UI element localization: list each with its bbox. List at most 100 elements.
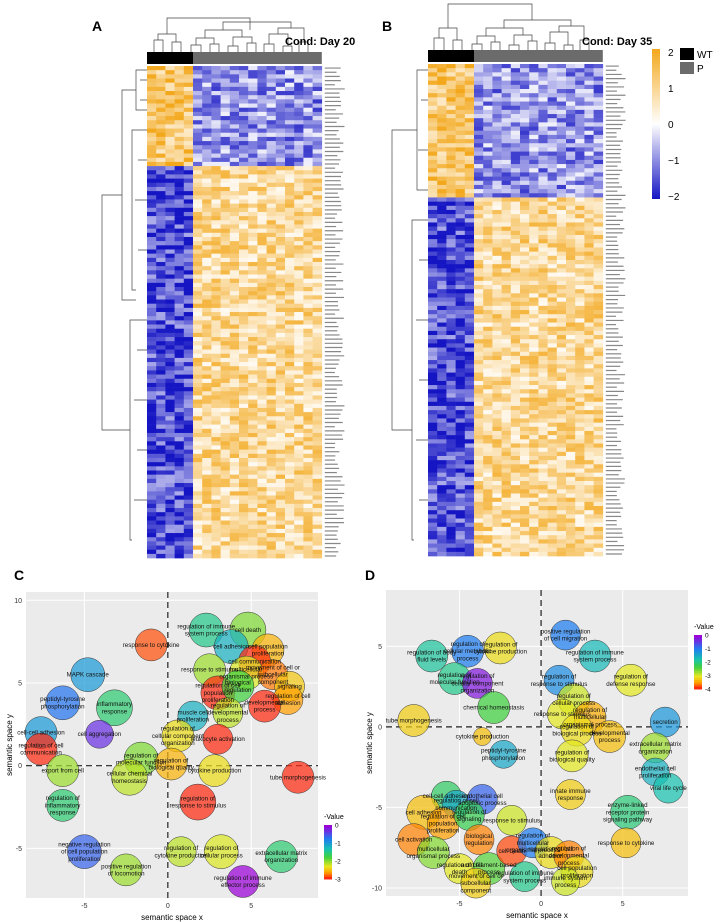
group-bar-p — [193, 52, 322, 64]
term-label: endothelial cell proliferation — [635, 765, 676, 779]
term-label: cell population proliferation — [248, 643, 288, 657]
x-axis-label: semantic space x — [141, 913, 203, 922]
value-legend-tick: -4 — [705, 687, 711, 694]
term-bubble — [265, 840, 298, 873]
term-bubble — [417, 836, 450, 869]
row-dendrogram — [101, 69, 147, 541]
term-label: regulation of cellular metabolic process — [444, 641, 492, 662]
gene-label-column — [324, 67, 345, 557]
term-bubble — [203, 834, 239, 869]
colorbar-tick-label: 0 — [668, 120, 674, 131]
panel-letter-a: A — [92, 18, 103, 34]
term-label: leukocyte activation — [191, 736, 246, 743]
row-dendrogram — [391, 69, 428, 541]
term-bubble — [109, 853, 143, 887]
term-label: regulation of developmental process — [208, 703, 248, 724]
term-bubble — [463, 824, 495, 855]
term-label: response to stimulus — [181, 667, 238, 674]
y-tick-label: 5 — [378, 644, 382, 651]
term-label: biological regulation — [224, 680, 252, 694]
term-label: regulation of cell adhesion — [528, 846, 573, 860]
value-legend-tick: -2 — [335, 859, 341, 866]
term-label: response to stimulus — [483, 817, 540, 824]
x-tick-label: -5 — [456, 901, 462, 908]
term-label: cytokine production — [456, 734, 510, 741]
term-label: inflammatory response — [97, 701, 133, 715]
term-label: response to cytokine — [123, 642, 180, 649]
term-bubble — [46, 754, 79, 787]
group-legend-swatch — [680, 62, 694, 74]
term-label: regulation of cellular component organizat… — [451, 673, 503, 694]
term-bubble — [111, 759, 148, 796]
term-label: innate immune response — [550, 788, 591, 802]
term-bubble — [188, 612, 224, 648]
term-bubble — [154, 747, 188, 781]
term-label: cell activation — [395, 837, 433, 844]
x-tick-label: 0 — [166, 903, 170, 910]
value-legend: -Value 0 -1 -2 -3 -4 — [694, 624, 714, 694]
x-axis-label: semantic space x — [506, 911, 568, 920]
term-label: cell death — [235, 627, 262, 634]
semantic-scatter-c: -5 0 5 -5 0 5 10 semantic space x semantic space… — [5, 592, 344, 922]
term-bubble — [226, 865, 260, 898]
term-label: cell-cell adhesion — [17, 730, 65, 737]
term-label: regulation of response to stimulus — [531, 674, 588, 688]
heatmap-cells — [147, 66, 323, 559]
term-label: regulation of inflammatory response — [45, 795, 81, 816]
term-label: extracellular matrix organization — [629, 741, 682, 755]
value-legend-tick: -1 — [705, 646, 711, 653]
term-label: cell adhesion — [213, 644, 250, 651]
term-label: regulation of response to stimulus — [169, 795, 226, 809]
term-label: cell-cell adhesion — [423, 793, 471, 800]
term-bubble — [179, 783, 217, 821]
term-label: regulation of cellular process — [200, 845, 243, 859]
term-bubble — [451, 634, 484, 668]
term-label: cytokine production — [188, 768, 242, 775]
term-label: regulation of body fluid levels — [407, 649, 457, 663]
value-legend-tick: -3 — [705, 673, 711, 680]
term-label: regulation of signaling — [452, 809, 486, 823]
term-bubble — [593, 720, 626, 753]
term-label: regulation of cytokine production — [474, 641, 528, 655]
value-legend-tick: -1 — [335, 841, 341, 848]
panel-letter-c: C — [14, 567, 25, 583]
term-bubble — [653, 772, 684, 804]
term-label: regulation of biological quality — [148, 757, 194, 771]
term-label: regulation of biological process — [552, 724, 601, 738]
y-tick-label: 0 — [378, 724, 382, 731]
value-legend-tick: 0 — [705, 633, 709, 640]
term-label: regulation of multicellular organismal pro… — [563, 707, 617, 728]
term-bubble — [484, 631, 517, 665]
term-label: developmental process — [590, 730, 630, 744]
value-legend: -Value 0 -1 -2 -3 — [324, 814, 344, 884]
y-tick-label: 0 — [18, 763, 22, 770]
term-label: peptidyl-tyrosine phosphorylation — [481, 748, 527, 762]
term-label: MAPK cascade — [67, 672, 110, 679]
term-label: export from cell — [42, 768, 84, 775]
term-bubble — [85, 719, 114, 749]
term-bubble — [198, 754, 231, 787]
term-bubble — [550, 619, 581, 651]
term-label: response to stimulus — [534, 711, 591, 718]
term-bubble — [248, 689, 281, 723]
term-bubble — [555, 739, 589, 773]
term-label: regulation of biological quality — [549, 749, 595, 763]
term-bubble — [555, 779, 586, 810]
x-tick-label: 0 — [539, 901, 543, 908]
x-tick-label: -5 — [81, 903, 87, 910]
term-label: regulation of cell communication — [434, 798, 479, 812]
panel-letter-b: B — [382, 18, 393, 34]
colorbar-tick-label: −2 — [668, 192, 680, 203]
term-bubble — [473, 727, 492, 746]
term-label: regulation of cell death — [437, 862, 482, 876]
condition-label-day35: Cond: Day 35 — [582, 36, 653, 48]
column-dendrogram — [433, 3, 590, 50]
term-label: cell population proliferation — [557, 865, 597, 879]
term-label: actin filament-based process — [461, 862, 517, 876]
y-axis-label: semantic space y — [365, 712, 374, 774]
term-label: endothelial cell apoptotic process — [458, 793, 507, 807]
term-label: signaling — [277, 683, 302, 690]
heatmap-day20 — [101, 17, 345, 559]
term-bubble — [415, 639, 448, 673]
term-label: viral life cycle — [650, 785, 687, 792]
